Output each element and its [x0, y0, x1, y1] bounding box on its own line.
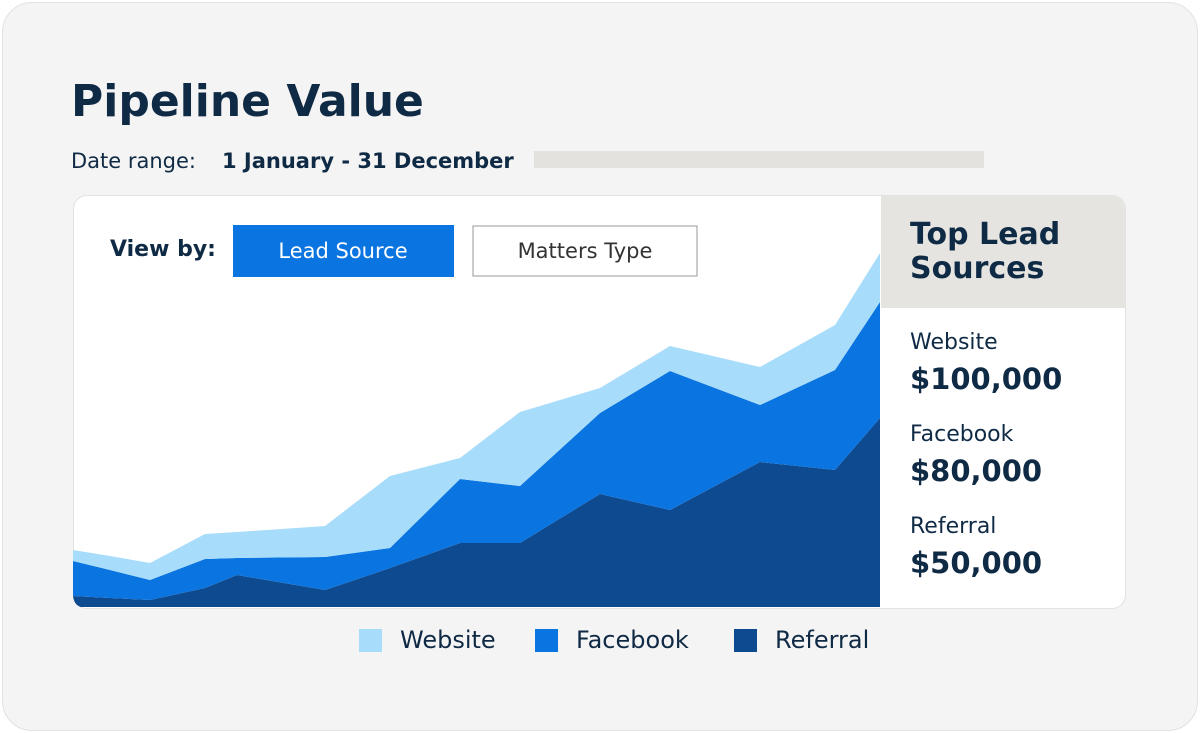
legend-swatch — [734, 629, 757, 652]
sidebar-title: Top Lead Sources — [910, 217, 1061, 286]
matters-type-button[interactable] — [472, 225, 698, 277]
source-value: $50,000 — [910, 546, 1043, 580]
matters-type-button-label[interactable]: Matters Type — [518, 239, 653, 263]
legend-swatch — [535, 629, 558, 652]
placeholder-bar — [534, 151, 984, 168]
legend-label: Facebook — [576, 626, 689, 654]
legend: Website Facebook Referral — [359, 626, 869, 654]
source-name: Facebook — [910, 422, 1014, 447]
sidebar-header — [881, 196, 1125, 308]
title: Pipeline Value — [71, 76, 424, 127]
lead-source-button[interactable] — [233, 225, 454, 277]
legend-label: Website — [400, 626, 496, 654]
area-band — [73, 418, 880, 607]
legend-label: Referral — [775, 626, 869, 654]
view-by-label: View by: — [110, 237, 216, 262]
source-name: Website — [910, 330, 998, 355]
source-value: $80,000 — [910, 454, 1043, 488]
lead-source-button-label[interactable]: Lead Source — [278, 239, 407, 263]
source-name: Referral — [910, 514, 997, 539]
areas — [73, 253, 880, 607]
source-value: $100,000 — [910, 362, 1063, 396]
legend-swatch — [359, 629, 382, 652]
date-value: 1 January - 31 December — [222, 149, 514, 173]
area-band — [73, 302, 880, 600]
date-label: Date range: — [71, 149, 197, 173]
